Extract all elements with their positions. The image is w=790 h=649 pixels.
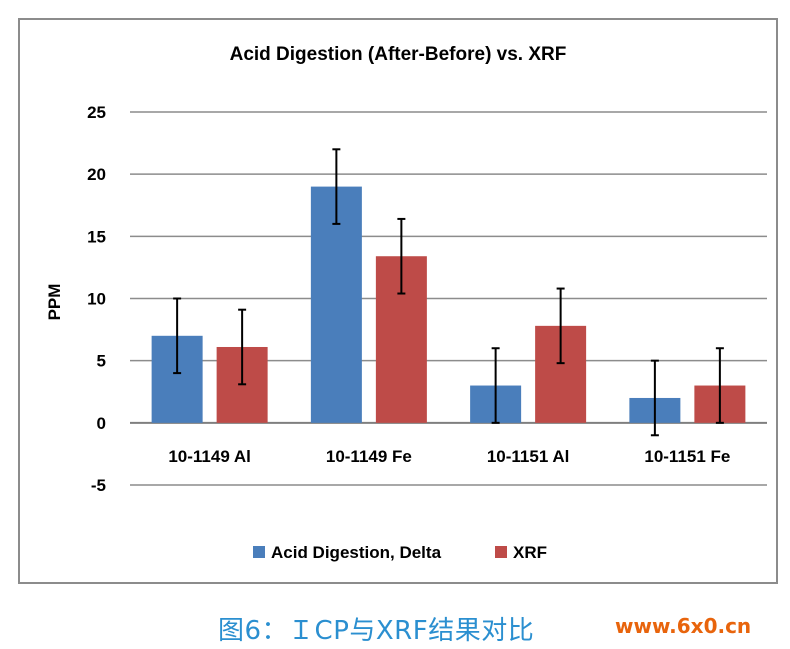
legend-label: XRF xyxy=(513,543,547,562)
y-tick-label: 5 xyxy=(97,352,106,371)
bar-chart: Acid Digestion (After-Before) vs. XRF -5 0… xyxy=(45,44,767,562)
y-axis-label: PPM xyxy=(45,284,64,321)
bar-acid-digestion xyxy=(310,186,362,423)
y-tick-label: 0 xyxy=(97,414,106,433)
legend-label: Acid Digestion, Delta xyxy=(271,543,442,562)
y-tick-label: -5 xyxy=(91,476,106,495)
legend-swatch-xrf xyxy=(495,546,507,558)
x-category-label: 10-1149 Al xyxy=(168,447,251,466)
chart-frame: Acid Digestion (After-Before) vs. XRF -5 0… xyxy=(18,18,778,584)
y-tick-label: 25 xyxy=(87,103,106,122)
watermark-text: www.6x0.cn xyxy=(615,614,752,638)
y-tick-label: 20 xyxy=(87,165,106,184)
x-category-label: 10-1151 Al xyxy=(487,447,570,466)
x-category-label: 10-1149 Fe xyxy=(326,447,412,466)
y-tick-label: 10 xyxy=(87,290,106,309)
y-tick-label: 15 xyxy=(87,227,106,246)
x-category-label: 10-1151 Fe xyxy=(644,447,730,466)
figure-caption: 图6：ＩCP与XRF结果对比 xyxy=(218,616,535,646)
legend-swatch-acid-digestion xyxy=(253,546,265,558)
chart-title: Acid Digestion (After-Before) vs. XRF xyxy=(230,44,567,65)
